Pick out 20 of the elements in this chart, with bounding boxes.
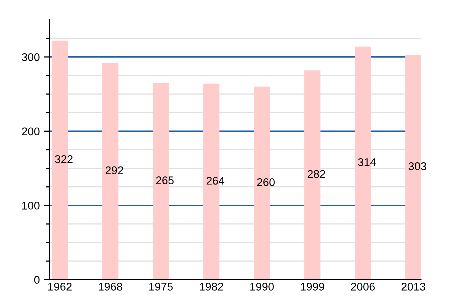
y-tick-label: 300	[22, 53, 40, 62]
data-label: 260	[257, 178, 275, 186]
data-label: 322	[55, 156, 73, 164]
data-label: 303	[408, 162, 426, 170]
data-label: 292	[106, 166, 124, 175]
x-tick-label: 2006	[351, 282, 375, 291]
data-label: 265	[156, 176, 174, 185]
x-tick-label: 2013	[402, 282, 426, 291]
data-label: 264	[206, 177, 225, 185]
x-tick-label: 1962	[48, 282, 72, 291]
y-tick-label: 100	[22, 202, 40, 210]
x-tick-label: 1990	[250, 282, 274, 291]
x-tick-label: 1975	[150, 282, 173, 291]
data-label: 314	[358, 158, 376, 166]
x-tick-label: 1999	[301, 282, 324, 291]
y-tick-label: 200	[22, 128, 40, 136]
data-label: 282	[308, 170, 326, 178]
x-tick-label: 1968	[99, 282, 122, 291]
y-tick-label: 0	[34, 276, 40, 284]
x-tick-label: 1982	[200, 282, 224, 291]
